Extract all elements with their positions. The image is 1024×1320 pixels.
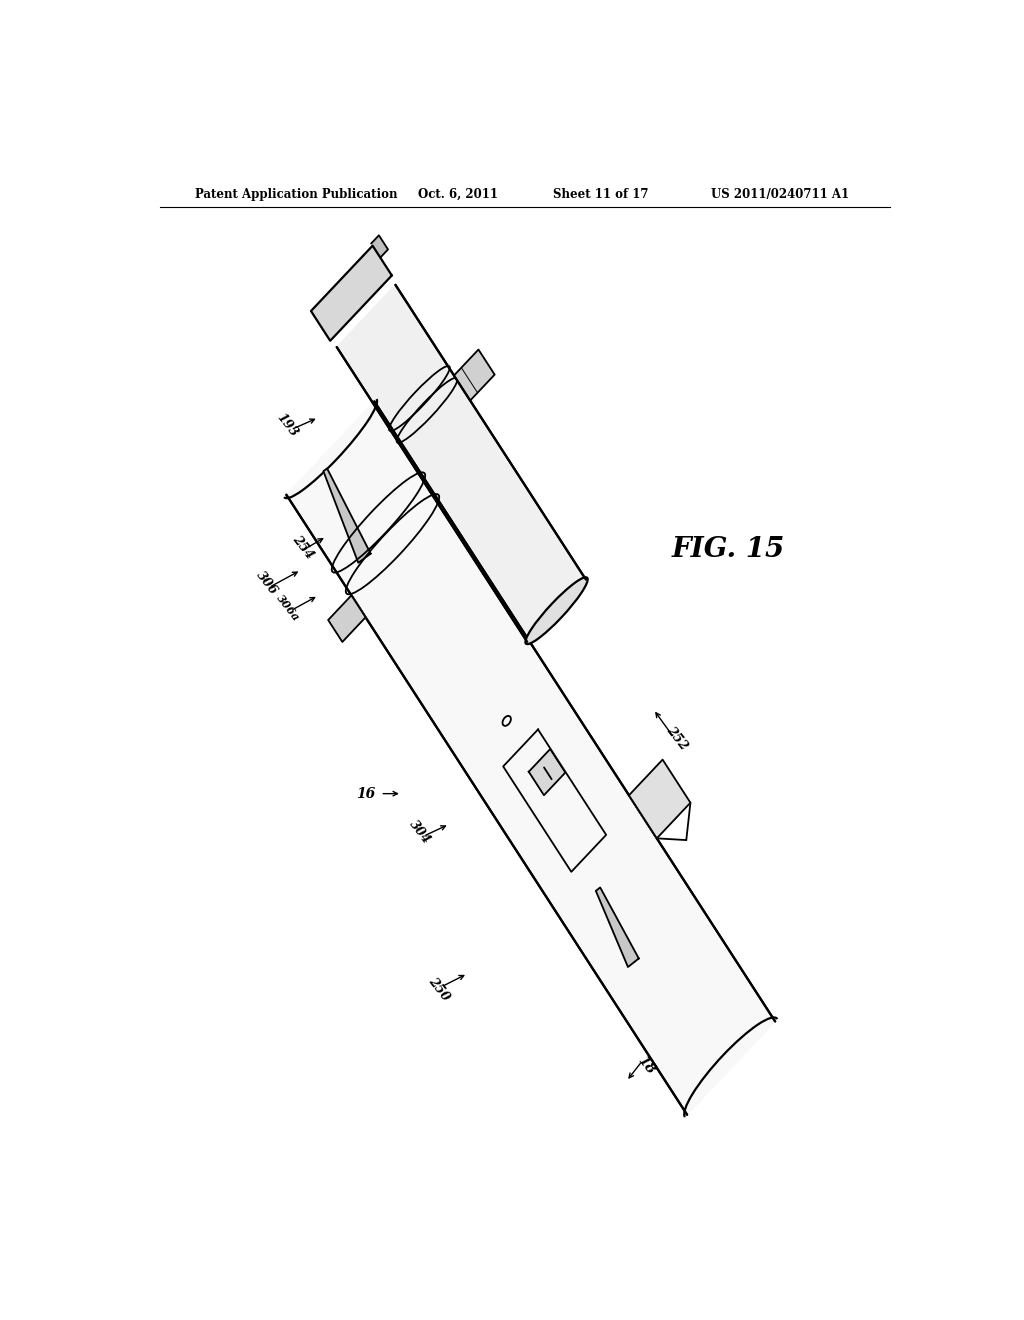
Text: 18: 18 (343, 272, 366, 296)
Text: Oct. 6, 2011: Oct. 6, 2011 (418, 187, 498, 201)
Text: 254: 254 (290, 533, 315, 562)
Text: 254: 254 (436, 487, 463, 516)
Polygon shape (629, 759, 690, 838)
Polygon shape (287, 401, 775, 1115)
Polygon shape (454, 350, 495, 400)
Text: 18: 18 (635, 1053, 657, 1077)
Text: 304: 304 (407, 818, 433, 846)
Ellipse shape (525, 577, 588, 644)
Text: Sheet 11 of 17: Sheet 11 of 17 (553, 187, 648, 201)
Text: 252: 252 (664, 723, 690, 752)
Polygon shape (337, 285, 586, 642)
Text: 250: 250 (426, 974, 453, 1003)
Text: 193: 193 (273, 411, 300, 440)
Text: 306a: 306a (274, 593, 302, 623)
Text: 306: 306 (254, 569, 281, 598)
Polygon shape (324, 469, 371, 562)
Text: 16: 16 (356, 787, 376, 801)
Text: Patent Application Publication: Patent Application Publication (196, 187, 398, 201)
Polygon shape (371, 235, 388, 257)
Text: FIG. 15: FIG. 15 (672, 536, 784, 564)
Polygon shape (328, 595, 366, 642)
Polygon shape (311, 246, 392, 341)
Polygon shape (528, 748, 565, 795)
Polygon shape (596, 887, 639, 968)
Text: US 2011/0240711 A1: US 2011/0240711 A1 (712, 187, 850, 201)
